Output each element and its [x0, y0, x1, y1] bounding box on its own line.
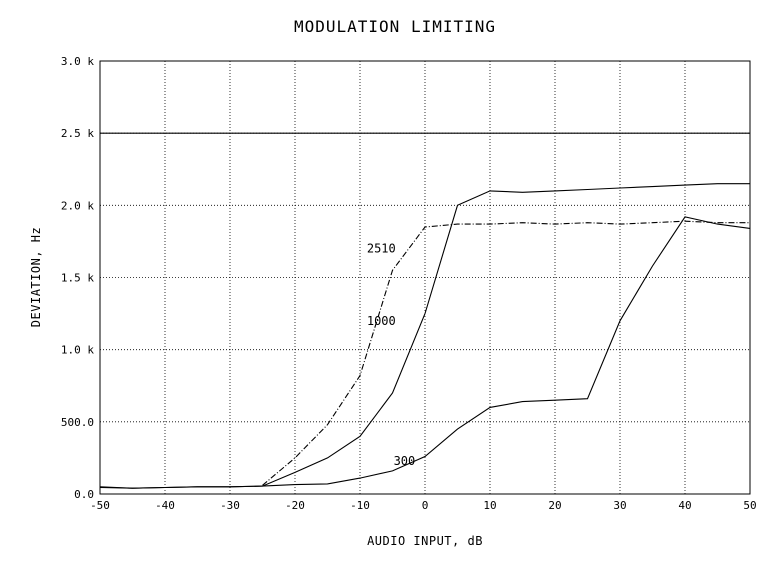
y-tick-label: 500.0 [61, 416, 94, 429]
series-label-1000: 1000 [367, 314, 396, 328]
x-tick-label: 10 [483, 499, 496, 512]
y-tick-label: 1.0 k [61, 344, 94, 357]
x-tick-label: 50 [743, 499, 756, 512]
x-tick-label: -30 [220, 499, 240, 512]
x-tick-label: -40 [155, 499, 175, 512]
x-tick-label: -50 [90, 499, 110, 512]
y-tick-label: 2.5 k [61, 127, 94, 140]
x-tick-label: 0 [422, 499, 429, 512]
series-labels: 300 1000 2510 [367, 242, 415, 468]
y-tick-label: 1.5 k [61, 272, 94, 285]
x-tick-label: 40 [678, 499, 691, 512]
y-tick-label: 2.0 k [61, 199, 94, 212]
x-axis-title: AUDIO INPUT, dB [367, 534, 483, 548]
series-label-2510: 2510 [367, 242, 396, 256]
x-tick-label: 20 [548, 499, 561, 512]
series-label-300: 300 [394, 454, 416, 468]
plot-frame [99, 60, 751, 495]
x-tick-label: -20 [285, 499, 305, 512]
y-tick-label: 0.0 [74, 488, 94, 501]
y-tick-label: 3.0 k [61, 55, 94, 68]
series-lines [99, 183, 751, 489]
x-tick-labels: -50 -40 -30 -20 -10 0 10 20 30 40 50 [90, 499, 757, 512]
y-tick-labels: 0.0 500.0 1.0 k 1.5 k 2.0 k 2.5 k 3.0 k [61, 55, 94, 501]
series-line-2510 [262, 220, 750, 486]
y-axis-title: DEVIATION, Hz [29, 227, 43, 327]
x-tick-label: 30 [613, 499, 626, 512]
chart-title: MODULATION LIMITING [294, 17, 496, 36]
x-tick-label: -10 [350, 499, 370, 512]
series-line-1000 [99, 183, 750, 489]
